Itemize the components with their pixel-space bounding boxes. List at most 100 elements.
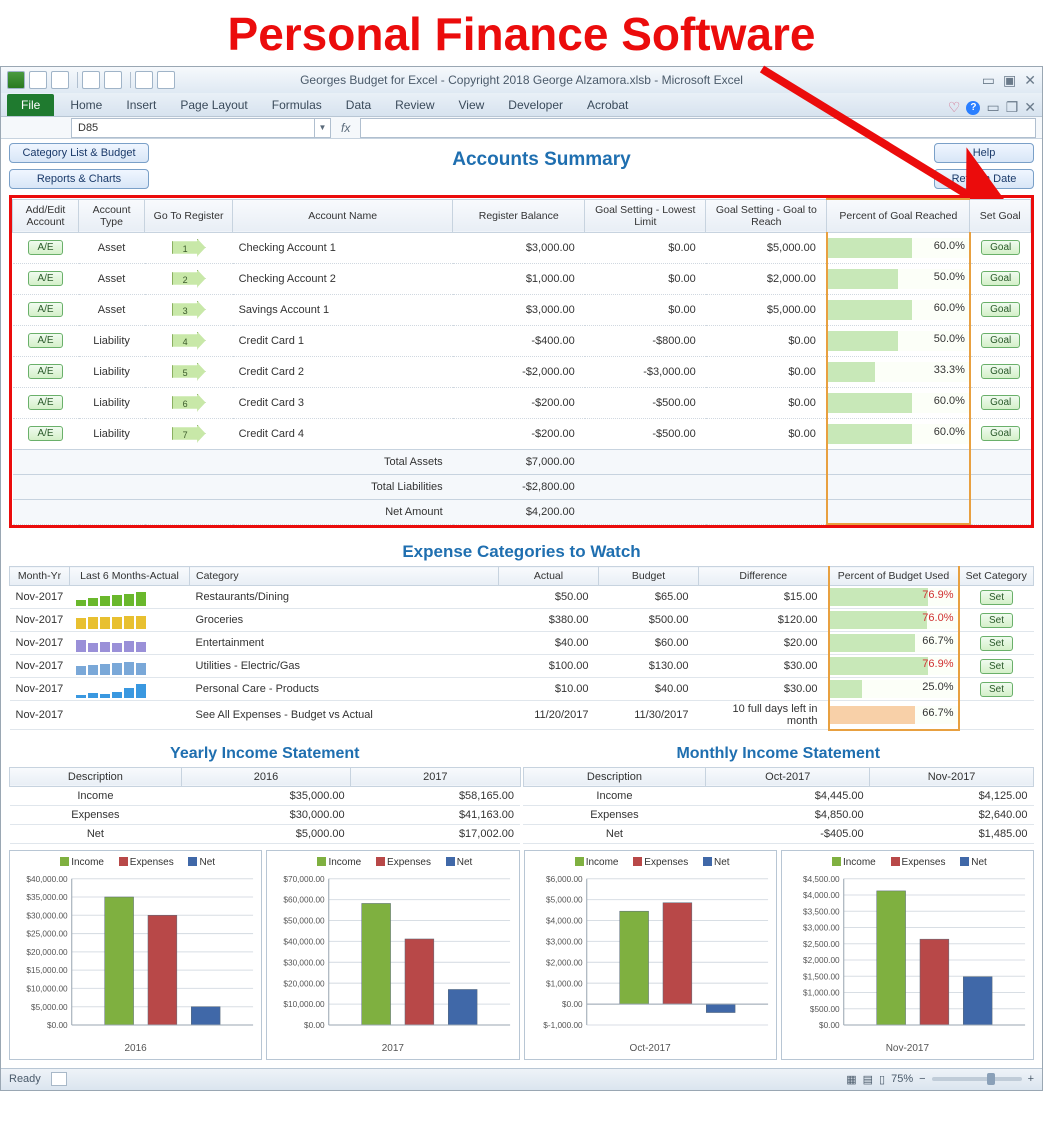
th-m-c2: Nov-2017 <box>870 767 1034 786</box>
minimize-ribbon-icon[interactable]: ▭ <box>986 99 999 116</box>
svg-text:$2,000.00: $2,000.00 <box>545 958 582 967</box>
goal-reach: $0.00 <box>706 356 827 387</box>
th-goto: Go To Register <box>145 199 233 232</box>
goal-button[interactable]: Goal <box>981 364 1020 379</box>
find-icon[interactable] <box>82 71 100 89</box>
inc-val2: $2,640.00 <box>870 805 1034 824</box>
tab-data[interactable]: Data <box>334 94 383 116</box>
goal-button[interactable]: Goal <box>981 271 1020 286</box>
save-icon[interactable] <box>29 71 47 89</box>
expense-row: Nov-2017Entertainment$40.00$60.00$20.006… <box>10 632 1034 655</box>
goto-register-button[interactable]: 1 <box>172 239 206 257</box>
fx-icon[interactable]: fx <box>341 121 350 135</box>
svg-text:$10,000.00: $10,000.00 <box>284 1000 326 1009</box>
svg-text:$6,000.00: $6,000.00 <box>545 874 582 883</box>
goal-button[interactable]: Goal <box>981 426 1020 441</box>
zoom-out-icon[interactable]: − <box>919 1073 925 1085</box>
net-amount-label: Net Amount <box>13 499 453 524</box>
sparkline <box>76 657 184 675</box>
category-list-button[interactable]: Category List & Budget <box>9 143 149 163</box>
refresh-date-button[interactable]: Refresh Date <box>934 169 1034 189</box>
ae-button[interactable]: A/E <box>28 395 62 410</box>
namebox-dropdown-icon[interactable]: ▼ <box>314 119 330 137</box>
goal-button[interactable]: Goal <box>981 395 1020 410</box>
th-pct: Percent of Goal Reached <box>827 199 970 232</box>
view-normal-icon[interactable]: ▦ <box>846 1073 856 1086</box>
help-icon[interactable]: ? <box>966 101 980 115</box>
tab-home[interactable]: Home <box>58 94 114 116</box>
view-layout-icon[interactable]: ▤ <box>863 1073 873 1086</box>
set-button[interactable]: Set <box>980 636 1013 651</box>
zoom-slider[interactable] <box>932 1077 1022 1081</box>
set-button[interactable]: Set <box>980 613 1013 628</box>
ae-button[interactable]: A/E <box>28 240 62 255</box>
redo-icon[interactable] <box>157 71 175 89</box>
svg-text:$2,500.00: $2,500.00 <box>803 939 840 948</box>
account-name: Credit Card 2 <box>233 356 453 387</box>
svg-text:$30,000.00: $30,000.00 <box>26 911 68 920</box>
view-break-icon[interactable]: ▯ <box>879 1073 885 1086</box>
ae-button[interactable]: A/E <box>28 333 62 348</box>
tab-insert[interactable]: Insert <box>114 94 168 116</box>
income-row: Income$35,000.00$58,165.00 <box>10 786 521 805</box>
goal-button[interactable]: Goal <box>981 333 1020 348</box>
ae-button[interactable]: A/E <box>28 271 62 286</box>
close-doc-icon[interactable]: ✕ <box>1024 99 1036 116</box>
register-balance: -$200.00 <box>453 418 585 449</box>
goto-register-button[interactable]: 7 <box>172 425 206 443</box>
svg-text:$4,000.00: $4,000.00 <box>803 891 840 900</box>
restore-icon[interactable]: ❐ <box>1006 99 1019 116</box>
close-icon[interactable]: ✕ <box>1024 72 1036 89</box>
goal-button[interactable]: Goal <box>981 240 1020 255</box>
exp-month: Nov-2017 <box>10 678 70 701</box>
goto-register-button[interactable]: 5 <box>172 363 206 381</box>
set-button[interactable]: Set <box>980 590 1013 605</box>
zoom-in-icon[interactable]: + <box>1028 1073 1034 1085</box>
set-button[interactable]: Set <box>980 682 1013 697</box>
bar-chart: Income Expenses Net$0.00$500.00$1,000.00… <box>781 850 1034 1060</box>
print-icon[interactable] <box>51 71 69 89</box>
exp-all-link[interactable]: See All Expenses - Budget vs Actual <box>190 701 499 730</box>
register-balance: $1,000.00 <box>453 263 585 294</box>
name-box[interactable]: D85 ▼ <box>71 118 331 138</box>
total-assets-label: Total Assets <box>13 449 453 474</box>
goal-button[interactable]: Goal <box>981 302 1020 317</box>
inc-val1: $35,000.00 <box>181 786 350 805</box>
inc-val2: $1,485.00 <box>870 824 1034 843</box>
set-button[interactable]: Set <box>980 659 1013 674</box>
expense-row: Nov-2017Personal Care - Products$10.00$4… <box>10 678 1034 701</box>
tab-page-layout[interactable]: Page Layout <box>168 94 259 116</box>
file-tab[interactable]: File <box>7 94 54 116</box>
register-balance: $3,000.00 <box>453 232 585 263</box>
tab-acrobat[interactable]: Acrobat <box>575 94 640 116</box>
exp-month: Nov-2017 <box>10 632 70 655</box>
chart-svg: $-1,000.00$0.00$1,000.00$2,000.00$3,000.… <box>527 872 774 1042</box>
help-button[interactable]: Help <box>934 143 1034 163</box>
yearly-income-title: Yearly Income Statement <box>9 745 521 763</box>
goal-progress: 50.0% <box>828 269 969 289</box>
excel-icon[interactable] <box>7 71 25 89</box>
maximize-icon[interactable]: ▣ <box>1003 72 1016 89</box>
tab-developer[interactable]: Developer <box>496 94 575 116</box>
macro-icon[interactable] <box>51 1072 67 1086</box>
ae-button[interactable]: A/E <box>28 364 62 379</box>
formula-input[interactable] <box>360 118 1036 138</box>
tab-formulas[interactable]: Formulas <box>260 94 334 116</box>
svg-text:$5,000.00: $5,000.00 <box>545 895 582 904</box>
ae-button[interactable]: A/E <box>28 302 62 317</box>
reports-charts-button[interactable]: Reports & Charts <box>9 169 149 189</box>
minimize-icon[interactable]: ▭ <box>982 72 995 89</box>
expense-table: Month-Yr Last 6 Months-Actual Category A… <box>9 566 1034 731</box>
goto-register-button[interactable]: 4 <box>172 332 206 350</box>
tab-view[interactable]: View <box>447 94 497 116</box>
goto-register-button[interactable]: 3 <box>172 301 206 319</box>
goto-register-button[interactable]: 2 <box>172 270 206 288</box>
tab-review[interactable]: Review <box>383 94 446 116</box>
budget-progress: 25.0% <box>830 680 958 698</box>
svg-text:$10,000.00: $10,000.00 <box>26 984 68 993</box>
heart-icon[interactable]: ♡ <box>948 99 961 116</box>
goto-register-button[interactable]: 6 <box>172 394 206 412</box>
find2-icon[interactable] <box>104 71 122 89</box>
undo-icon[interactable] <box>135 71 153 89</box>
ae-button[interactable]: A/E <box>28 426 62 441</box>
